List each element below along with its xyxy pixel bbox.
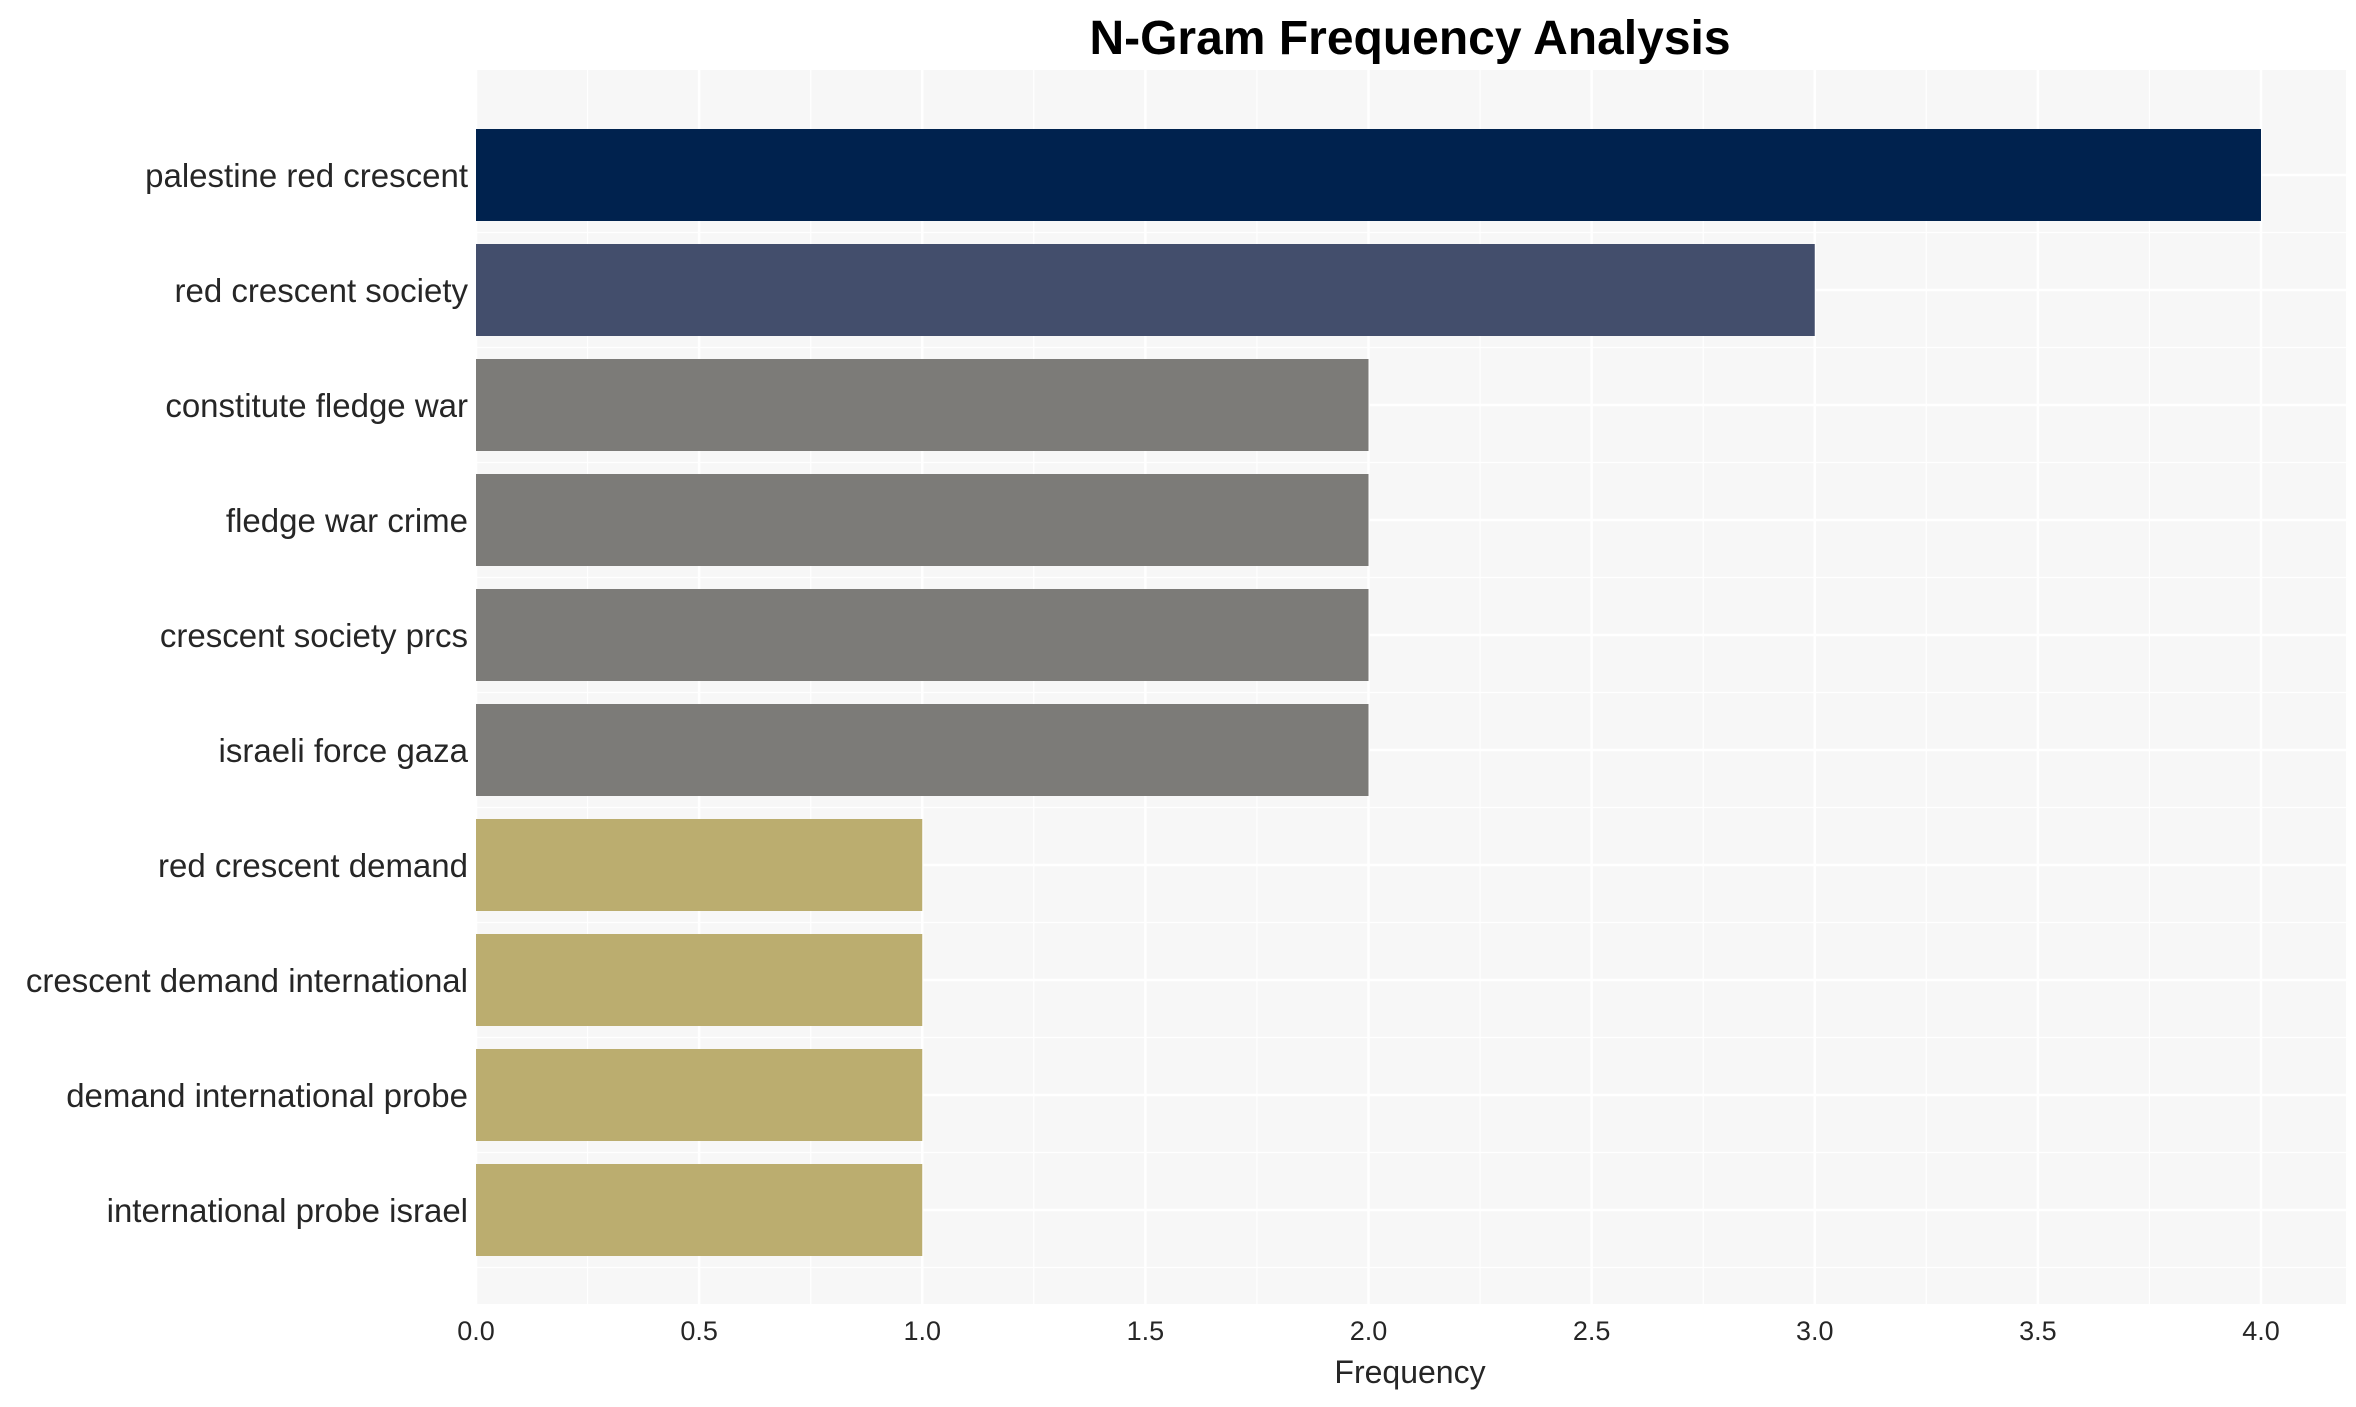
- bar: [476, 934, 923, 1026]
- category-label: crescent society prcs: [160, 617, 468, 654]
- x-tick-labels: 0.0 0.5 1.0 1.5 2.0 2.5 3.0 3.5 4.0: [457, 1316, 2280, 1346]
- category-label: constitute fledge war: [165, 387, 468, 424]
- x-tick-label: 4.0: [2242, 1316, 2280, 1346]
- category-label: crescent demand international: [26, 962, 468, 999]
- category-label: red crescent demand: [158, 847, 468, 884]
- x-tick-label: 2.5: [1573, 1316, 1611, 1346]
- bar: [476, 819, 923, 911]
- bar: [476, 244, 1815, 336]
- category-label: fledge war crime: [226, 502, 468, 539]
- x-tick-label: 2.0: [1350, 1316, 1388, 1346]
- bar: [476, 474, 1369, 566]
- x-tick-label: 3.0: [1796, 1316, 1834, 1346]
- x-axis-label: Frequency: [1334, 1354, 1485, 1390]
- bar: [476, 359, 1369, 451]
- chart-title: N-Gram Frequency Analysis: [1089, 12, 1730, 65]
- category-labels: palestine red crescent red crescent socie…: [26, 157, 469, 1229]
- bar: [476, 704, 1369, 796]
- bar: [476, 129, 2261, 221]
- x-tick-label: 0.5: [680, 1316, 718, 1346]
- category-label: red crescent society: [175, 272, 469, 309]
- bar: [476, 1049, 923, 1141]
- category-label: israeli force gaza: [219, 732, 469, 769]
- bar: [476, 1164, 923, 1256]
- category-label: palestine red crescent: [145, 157, 468, 194]
- category-label: demand international probe: [66, 1077, 468, 1114]
- x-tick-label: 3.5: [2019, 1316, 2057, 1346]
- x-tick-label: 1.0: [903, 1316, 941, 1346]
- bars: [476, 129, 2261, 1256]
- x-tick-label: 1.5: [1127, 1316, 1165, 1346]
- category-label: international probe israel: [107, 1192, 468, 1229]
- x-tick-label: 0.0: [457, 1316, 495, 1346]
- bar: [476, 589, 1369, 681]
